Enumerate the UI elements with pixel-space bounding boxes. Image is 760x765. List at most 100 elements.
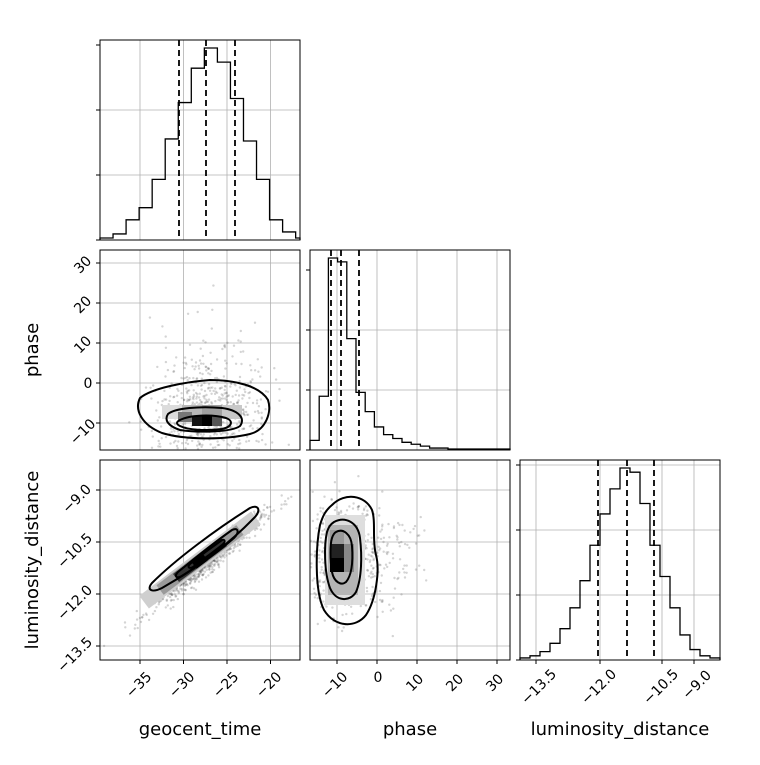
scatter-point	[264, 513, 268, 517]
scatter-point	[216, 557, 219, 560]
scatter-point	[200, 377, 203, 380]
scatter-point	[186, 398, 189, 401]
scatter-point	[177, 440, 180, 443]
scatter-point	[159, 445, 162, 448]
scatter-point	[182, 398, 186, 401]
scatter-point	[316, 622, 319, 626]
scatter-point	[199, 570, 202, 573]
scatter-point	[184, 447, 187, 450]
scatter-point	[194, 577, 197, 581]
panel-scatter-geocent-lumdist: −9.0 −10.5 −12.0 −13.5 −35 −30 −25 −20	[54, 459, 301, 701]
scatter-point	[235, 446, 238, 450]
scatter-point	[364, 514, 368, 517]
scatter-point	[345, 509, 349, 512]
scatter-point	[213, 377, 217, 380]
scatter-point	[200, 445, 203, 448]
scatter-point	[193, 368, 196, 371]
scatter-point	[352, 502, 355, 505]
scatter-point	[259, 516, 262, 519]
scatter-point	[223, 392, 226, 395]
scatter-point	[371, 555, 374, 558]
scatter-point	[185, 375, 189, 379]
scatter-point	[419, 515, 422, 519]
scatter-point	[236, 401, 239, 404]
scatter-point	[322, 571, 325, 575]
scatter-point	[195, 432, 198, 435]
scatter-point	[245, 410, 248, 414]
scatter-point	[188, 577, 191, 581]
scatter-point	[219, 433, 223, 436]
scatter-point	[203, 394, 206, 398]
scatter-point	[172, 598, 175, 602]
scatter-point	[186, 392, 189, 395]
scatter-point	[169, 442, 172, 445]
scatter-point	[209, 373, 212, 376]
scatter-point	[176, 597, 179, 601]
scatter-point	[217, 566, 221, 569]
scatter-point	[190, 383, 193, 387]
scatter-point	[198, 371, 202, 375]
scatter-point	[414, 568, 418, 571]
scatter-point	[142, 613, 145, 617]
scatter-point	[414, 542, 418, 545]
scatter-point	[232, 546, 236, 550]
scatter-point	[182, 398, 186, 402]
scatter-point	[180, 396, 183, 400]
scatter-point	[173, 364, 176, 367]
scatter-point	[184, 589, 187, 592]
scatter-point	[387, 522, 390, 526]
scatter-point	[366, 558, 369, 561]
scatter-point	[184, 588, 187, 592]
scatter-point	[253, 321, 257, 324]
scatter-point	[210, 369, 213, 373]
scatter-point	[388, 561, 391, 565]
x-ticks-lumdist	[535, 660, 695, 664]
scatter-point	[229, 401, 232, 404]
scatter-point	[163, 389, 166, 393]
scatter-point	[320, 533, 324, 536]
scatter-point	[400, 593, 403, 596]
scatter-point	[262, 513, 266, 516]
scatter-point	[253, 410, 257, 413]
scatter-point	[337, 512, 341, 515]
scatter-point	[213, 560, 216, 563]
scatter-point	[217, 563, 220, 566]
scatter-point	[190, 434, 193, 437]
scatter-point	[313, 577, 316, 580]
scatter-point	[176, 401, 179, 404]
scatter-point	[207, 372, 210, 375]
scatter-point	[195, 577, 198, 580]
scatter-point	[228, 444, 231, 447]
scatter-point	[150, 397, 153, 400]
scatter-point	[321, 581, 325, 584]
scatter-point	[175, 356, 178, 359]
scatter-point	[210, 401, 213, 404]
scatter-point	[217, 564, 220, 567]
scatter-point	[134, 623, 137, 626]
scatter-point	[221, 555, 224, 558]
scatter-point	[251, 427, 254, 430]
scatter-point	[201, 574, 204, 577]
scatter-point	[257, 370, 260, 373]
scatter-point	[157, 445, 160, 448]
scatter-point	[371, 567, 375, 570]
scatter-point	[339, 509, 343, 513]
scatter-point	[370, 536, 373, 539]
scatter-point	[244, 390, 247, 394]
grid	[520, 460, 720, 660]
scatter-point	[220, 386, 223, 389]
scatter-point	[398, 545, 401, 548]
scatter-point	[287, 497, 290, 500]
scatter-point	[246, 401, 249, 405]
scatter-point	[173, 422, 176, 425]
scatter-point	[215, 376, 219, 380]
scatter-point	[368, 560, 371, 564]
scatter-point	[321, 521, 324, 525]
scatter-point	[264, 443, 267, 446]
x-tick-label: −10.5	[640, 666, 682, 708]
scatter-point	[224, 385, 227, 388]
scatter-point	[159, 425, 163, 428]
scatter-point	[170, 593, 174, 596]
scatter-point	[392, 526, 396, 530]
scatter-point	[188, 582, 192, 585]
